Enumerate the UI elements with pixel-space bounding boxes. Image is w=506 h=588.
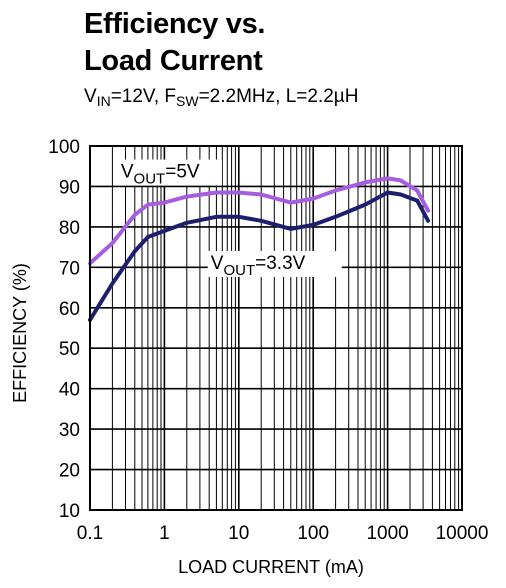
minor-gridlines	[111, 146, 460, 510]
x-tick-label: 10	[228, 523, 249, 544]
y-tick-label: 40	[59, 380, 80, 401]
x-tick-label: 100	[297, 523, 329, 544]
chart-title: Efficiency vs. Load Current	[84, 6, 484, 80]
series-label-vout-5v: VOUT=5V	[121, 162, 200, 188]
series-labels: VOUT=5V VOUT=3.3V	[117, 159, 342, 279]
series-label-background	[207, 250, 342, 277]
chart-subtitle: VIN=12V, FSW=2.2MHz, L=2.2µH	[84, 86, 359, 109]
y-tick-label: 30	[59, 420, 80, 441]
y-tick-label: 80	[59, 218, 80, 239]
series-line-vout-3v3	[88, 190, 431, 322]
x-tick-label: 1000	[366, 523, 408, 544]
series-line-vout-5v	[88, 176, 431, 266]
chart-title-line2: Load Current	[84, 45, 263, 77]
y-tick-label: 90	[59, 177, 80, 198]
x-axis-label: LOAD CURRENT (mA)	[178, 557, 364, 577]
series-lines	[88, 176, 431, 322]
y-axis-label: EFFICIENCY (%)	[10, 263, 30, 403]
chart-title-line1: Efficiency vs.	[84, 8, 266, 40]
y-tick-label: 70	[59, 258, 80, 279]
x-tick-label: 1	[159, 523, 170, 544]
x-tick-label: 10000	[436, 523, 489, 544]
series-label-vout-3v3: VOUT=3.3V	[211, 253, 306, 279]
y-tick-label: 20	[59, 461, 80, 482]
y-tick-label: 60	[59, 299, 80, 320]
series-label-background	[117, 159, 222, 186]
plot-frame	[89, 145, 463, 511]
x-tick-label: 0.1	[77, 523, 103, 544]
y-tick-label: 10	[59, 501, 80, 522]
y-tick-label: 100	[48, 137, 80, 158]
y-tick-label: 50	[59, 339, 80, 360]
tick-labels: 0.1 1 10 100 1000 10000 10 20 30 40 50 60 70 80 90 100	[48, 137, 488, 544]
